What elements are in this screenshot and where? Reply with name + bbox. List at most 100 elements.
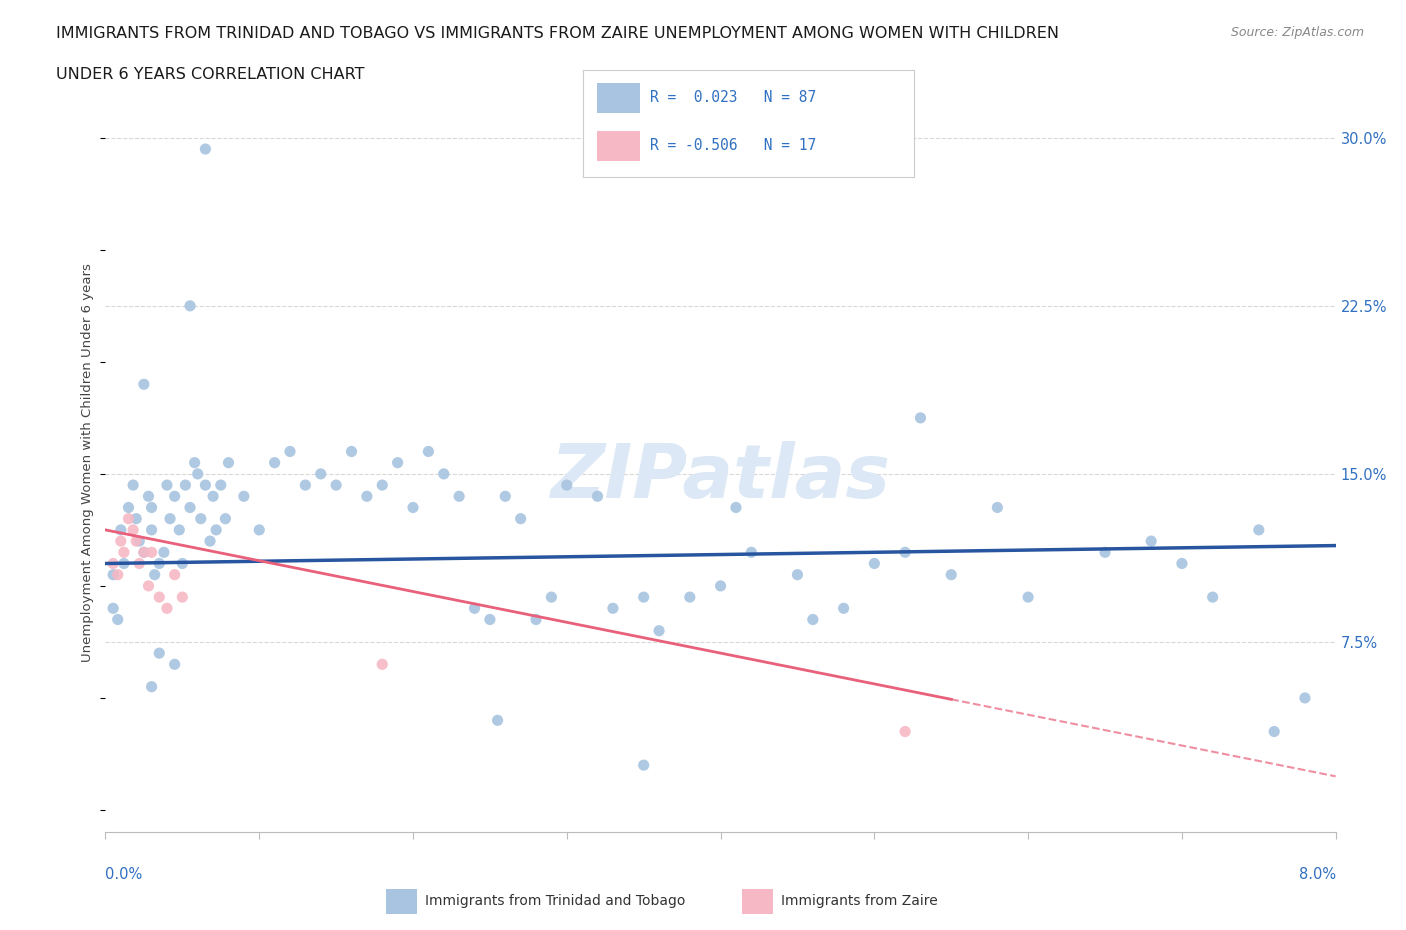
Point (294, 478, 316, 493)
Point (786, 567, 808, 582)
Point (179, 500, 201, 515)
Point (194, 141, 217, 156)
Point (174, 478, 197, 493)
Point (648, 623, 671, 638)
Point (107, 567, 129, 582)
Point (1247, 523, 1270, 538)
Point (125, 534, 148, 549)
Point (132, 377, 155, 392)
Point (1140, 534, 1163, 549)
Point (190, 512, 212, 526)
Point (1171, 556, 1194, 571)
Point (340, 444, 363, 458)
Point (153, 545, 176, 560)
Point (325, 478, 347, 493)
Point (132, 545, 155, 560)
Point (418, 444, 440, 458)
Point (263, 455, 285, 470)
Point (371, 478, 394, 493)
Point (232, 489, 254, 504)
Text: 8.0%: 8.0% (1299, 867, 1336, 882)
Point (163, 489, 186, 504)
Point (205, 523, 228, 538)
Point (1017, 590, 1039, 604)
Point (1263, 724, 1285, 739)
Point (863, 556, 886, 571)
Point (117, 512, 139, 526)
Point (633, 758, 655, 773)
Point (169, 523, 191, 538)
Point (247, 523, 270, 538)
Point (143, 567, 166, 582)
Point (110, 534, 132, 549)
Point (832, 601, 855, 616)
Point (163, 657, 186, 671)
Point (128, 556, 150, 571)
Point (110, 523, 132, 538)
Point (486, 713, 509, 728)
Point (356, 489, 378, 504)
Point (202, 489, 225, 504)
Point (101, 556, 124, 571)
Bar (742, 889, 773, 913)
Point (986, 500, 1008, 515)
Point (112, 556, 135, 571)
Point (194, 478, 217, 493)
Point (449, 489, 471, 504)
Text: R = -0.506   N = 17: R = -0.506 N = 17 (650, 139, 815, 153)
Point (402, 500, 425, 515)
Text: R =  0.023   N = 87: R = 0.023 N = 87 (650, 90, 815, 105)
Point (156, 601, 179, 616)
Point (183, 455, 205, 470)
Text: Immigrants from Zaire: Immigrants from Zaire (780, 894, 938, 909)
Point (141, 679, 163, 694)
Point (138, 578, 160, 593)
Point (740, 545, 762, 560)
Text: ZIPatlas: ZIPatlas (551, 441, 890, 514)
Point (172, 556, 194, 571)
Point (433, 467, 456, 482)
Point (586, 489, 609, 504)
Point (179, 299, 201, 313)
Point (125, 512, 148, 526)
Point (478, 612, 501, 627)
Point (122, 478, 145, 493)
Bar (596, 83, 640, 113)
Point (633, 590, 655, 604)
Point (148, 590, 170, 604)
Point (218, 455, 240, 470)
Point (540, 590, 562, 604)
Point (172, 590, 194, 604)
Point (112, 545, 135, 560)
Point (156, 478, 179, 493)
Text: UNDER 6 YEARS CORRELATION CHART: UNDER 6 YEARS CORRELATION CHART (56, 67, 364, 82)
Point (138, 489, 160, 504)
Point (117, 500, 139, 515)
Point (1202, 590, 1225, 604)
Point (941, 567, 963, 582)
Y-axis label: Unemployment Among Women with Children Under 6 years: Unemployment Among Women with Children U… (80, 263, 94, 662)
Point (801, 612, 824, 627)
Point (209, 478, 232, 493)
Point (679, 590, 702, 604)
Point (371, 657, 394, 671)
Point (148, 645, 170, 660)
Point (555, 478, 578, 493)
Point (309, 467, 332, 482)
Point (1094, 545, 1116, 560)
Point (187, 467, 209, 482)
Point (724, 500, 747, 515)
Point (163, 567, 186, 582)
Point (148, 556, 170, 571)
Point (198, 534, 221, 549)
Point (101, 567, 124, 582)
Point (132, 545, 155, 560)
Text: Immigrants from Trinidad and Tobago: Immigrants from Trinidad and Tobago (425, 894, 685, 909)
Point (910, 410, 932, 425)
Bar (387, 889, 418, 913)
Text: IMMIGRANTS FROM TRINIDAD AND TOBAGO VS IMMIGRANTS FROM ZAIRE UNEMPLOYMENT AMONG : IMMIGRANTS FROM TRINIDAD AND TOBAGO VS I… (56, 26, 1059, 41)
Point (141, 500, 163, 515)
Point (387, 455, 409, 470)
Text: Source: ZipAtlas.com: Source: ZipAtlas.com (1230, 26, 1364, 39)
Point (1294, 690, 1316, 705)
